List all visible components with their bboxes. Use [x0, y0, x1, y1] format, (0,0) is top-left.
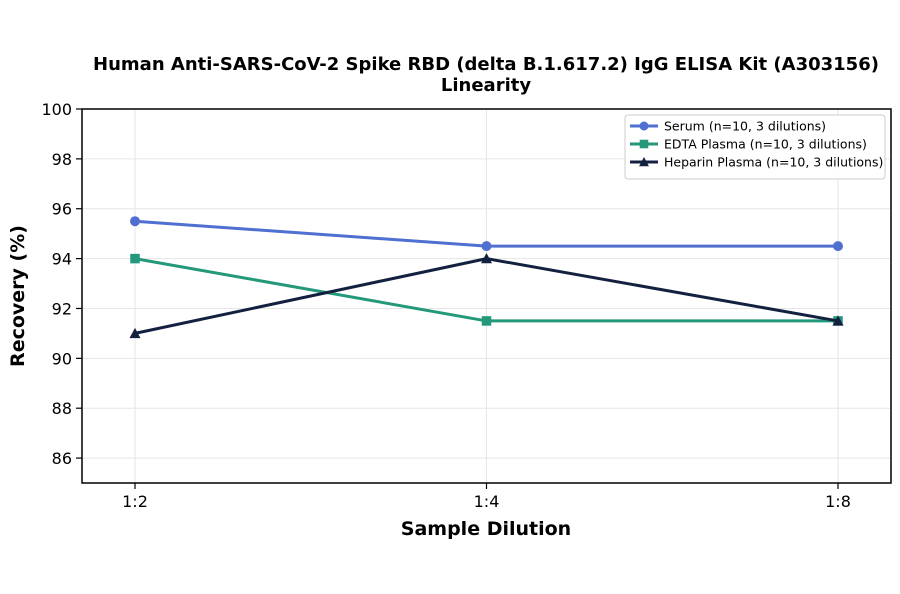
legend: Serum (n=10, 3 dilutions) EDTA Plasma (n=…: [624, 114, 886, 180]
chart-title: Human Anti-SARS-CoV-2 Spike RBD (delta B…: [93, 54, 879, 75]
data-point-edta-plasma: [481, 316, 492, 326]
x-tick-label: 1:2: [122, 492, 148, 511]
legend-marker-edta-plasma: [639, 139, 649, 149]
legend-marker-heparin-plasma: [639, 157, 649, 167]
legend-box: [624, 114, 886, 180]
y-tick-label: 88: [52, 399, 72, 418]
data-point-serum: [833, 241, 843, 252]
data-point-serum: [130, 216, 140, 227]
y-tick-label: 100: [41, 100, 72, 119]
legend-label-serum: Serum (n=10, 3 dilutions): [664, 119, 826, 134]
y-axis-label: Recovery (%): [7, 225, 29, 367]
axis-ticks: 86 88 90 92 94 96 98 100 1:2 1:4 1:8: [41, 100, 850, 511]
series-lines: [129, 216, 844, 339]
x-axis-label: Sample Dilution: [401, 518, 571, 540]
y-tick-label: 96: [52, 200, 72, 219]
chart-subtitle: Linearity: [441, 75, 531, 96]
data-point-heparin-plasma: [481, 253, 492, 264]
legend-label-edta-plasma: EDTA Plasma (n=10, 3 dilutions): [664, 137, 867, 152]
data-point-edta-plasma: [130, 253, 140, 264]
y-tick-label: 86: [52, 449, 72, 468]
y-tick-label: 98: [52, 150, 72, 169]
x-tick-label: 1:4: [474, 492, 500, 511]
x-tick-label: 1:8: [825, 492, 851, 511]
legend-marker-serum: [639, 121, 649, 131]
data-point-serum: [481, 241, 492, 252]
y-tick-label: 94: [52, 250, 72, 269]
y-tick-label: 92: [52, 299, 72, 318]
legend-label-heparin-plasma: Heparin Plasma (n=10, 3 dilutions): [664, 155, 883, 170]
y-tick-label: 90: [52, 349, 72, 368]
data-point-heparin-plasma: [129, 327, 141, 339]
data-point-heparin-plasma: [832, 315, 844, 326]
